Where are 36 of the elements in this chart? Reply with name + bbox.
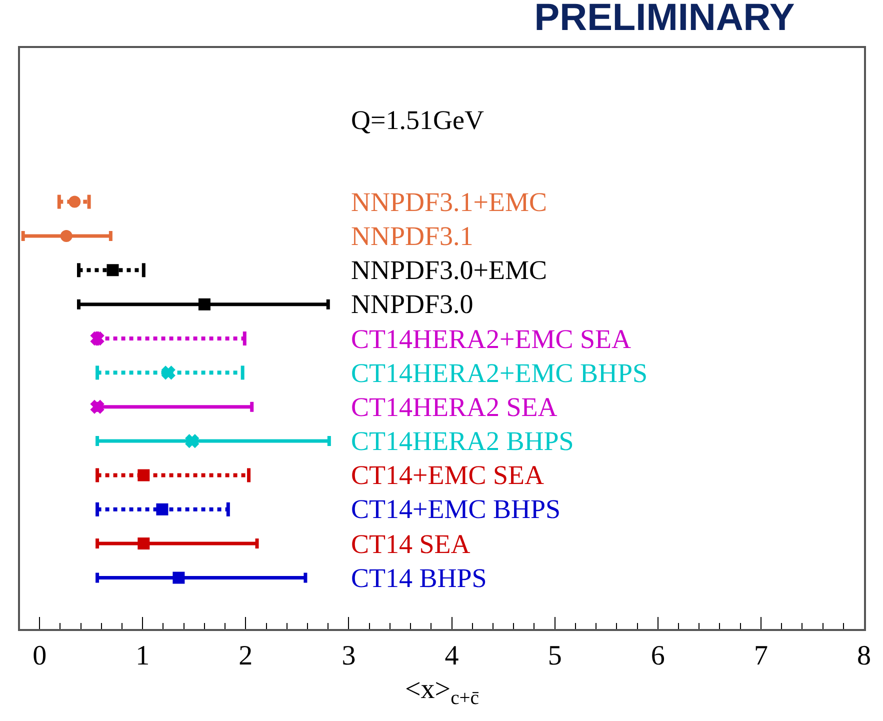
point bbox=[138, 538, 150, 550]
x-tick-label: 3 bbox=[342, 640, 356, 672]
x-tick-label: 2 bbox=[238, 640, 253, 672]
point bbox=[138, 469, 150, 482]
x-tick-label: 0 bbox=[32, 640, 47, 672]
x-tick-label: 4 bbox=[444, 640, 459, 672]
point bbox=[90, 400, 104, 414]
x-axis-title: <x>$_{c+c̄}$ bbox=[404, 674, 480, 710]
x-tick-label: 6 bbox=[650, 640, 665, 672]
point bbox=[185, 434, 199, 448]
text: CT14HERA2+EMC SEA bbox=[351, 324, 632, 354]
point bbox=[172, 572, 185, 584]
point bbox=[162, 366, 176, 380]
text: NNPDF3.1+EMC bbox=[351, 187, 548, 217]
x-tick-label: 1 bbox=[136, 640, 150, 672]
text: CT14HERA2 BHPS bbox=[351, 426, 574, 456]
point bbox=[90, 332, 104, 346]
x-tick-label: 5 bbox=[548, 640, 562, 672]
text: NNPDF3.1 bbox=[351, 221, 474, 251]
point bbox=[156, 503, 168, 516]
text: CT14 SEA bbox=[351, 529, 471, 559]
text: CT14HERA2+EMC BHPS bbox=[351, 358, 648, 388]
annotation: Q=1.51GeV bbox=[351, 105, 484, 135]
text: CT14+EMC SEA bbox=[351, 460, 544, 490]
text: NNPDF3.0+EMC bbox=[351, 255, 548, 285]
x-tick-label: 8 bbox=[857, 640, 871, 672]
chart-title: PRELIMINARY bbox=[534, 0, 795, 40]
text: CT14HERA2 SEA bbox=[351, 392, 558, 422]
x-tick-label: 7 bbox=[754, 640, 768, 672]
point bbox=[68, 196, 81, 208]
point bbox=[60, 230, 72, 242]
text: NNPDF3.0 bbox=[351, 289, 474, 319]
text: CT14+EMC BHPS bbox=[351, 494, 561, 524]
point bbox=[198, 298, 210, 310]
point bbox=[106, 264, 119, 276]
text: CT14 BHPS bbox=[351, 563, 487, 593]
